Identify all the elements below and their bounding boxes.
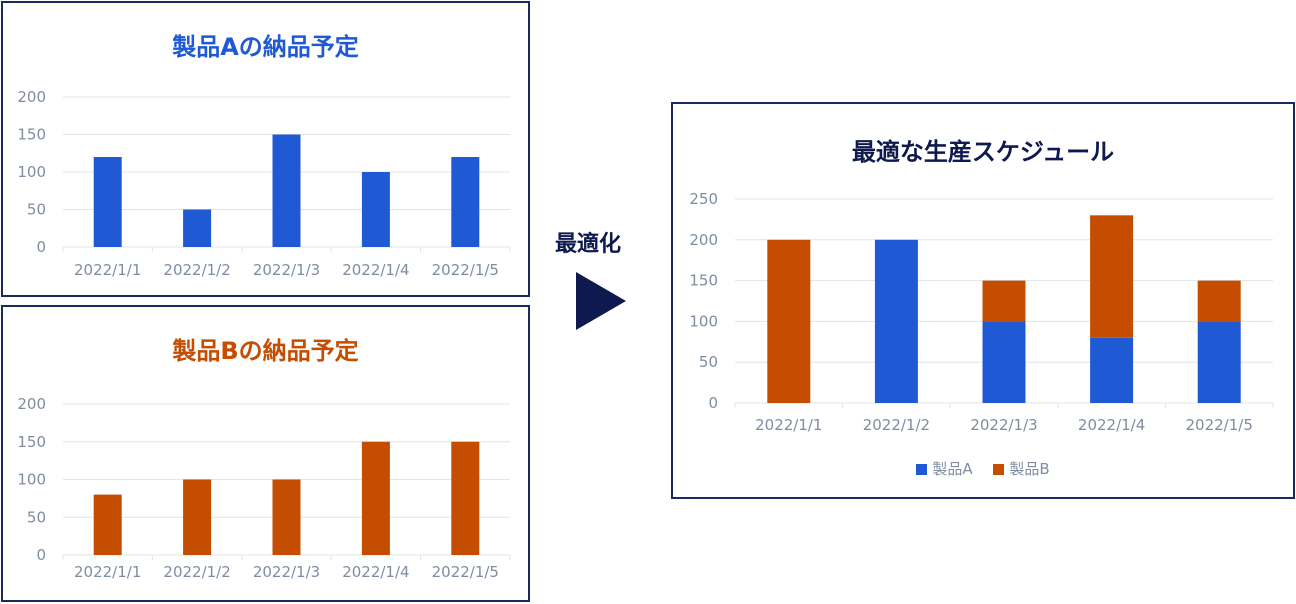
y-tick-label: 150 — [689, 272, 718, 290]
bar — [874, 239, 918, 403]
legend-label: 製品B — [1009, 460, 1050, 478]
y-tick-label: 0 — [36, 238, 46, 256]
x-tick-label: 2022/1/4 — [342, 563, 409, 581]
bar — [1090, 215, 1134, 338]
x-tick-label: 2022/1/1 — [74, 261, 141, 279]
x-tick-label: 2022/1/5 — [432, 563, 499, 581]
bar — [767, 239, 811, 403]
chart-panel-product-a: 製品Aの納品予定 0 50 100 150 200 2022/1/1 2022/1/2 202… — [1, 1, 530, 297]
play-triangle-icon — [576, 272, 626, 330]
x-tick-label: 2022/1/5 — [1186, 416, 1253, 434]
y-tick-label: 150 — [17, 126, 46, 144]
x-tick-label: 2022/1/4 — [1078, 416, 1145, 434]
bar — [982, 321, 1026, 403]
legend: 製品A 製品B — [673, 458, 1293, 479]
y-tick-label: 200 — [17, 88, 46, 106]
y-tick-label: 50 — [699, 353, 718, 371]
y-tick-label: 200 — [17, 395, 46, 413]
bar — [183, 479, 212, 555]
x-tick-label: 2022/1/2 — [163, 261, 230, 279]
y-tick-label: 100 — [17, 471, 46, 489]
y-tick-label: 100 — [17, 163, 46, 181]
bar — [451, 441, 480, 555]
chart-title: 製品Bの納品予定 — [172, 337, 359, 365]
bar — [1197, 280, 1241, 322]
x-tick-label: 2022/1/2 — [863, 416, 930, 434]
legend-swatch — [993, 464, 1005, 475]
chart-title: 最適な生産スケジュール — [851, 138, 1115, 166]
y-tick-label: 0 — [36, 546, 46, 564]
y-tick-label: 150 — [17, 433, 46, 451]
y-tick-label: 250 — [689, 190, 718, 208]
y-tick-label: 100 — [689, 312, 718, 330]
legend-item-product-a: 製品A — [916, 458, 973, 479]
x-tick-label: 2022/1/1 — [755, 416, 822, 434]
bar — [451, 157, 480, 247]
legend-swatch — [916, 464, 928, 475]
bar — [93, 494, 122, 555]
x-tick-label: 2022/1/2 — [163, 563, 230, 581]
x-tick-label: 2022/1/4 — [342, 261, 409, 279]
y-tick-label: 50 — [27, 201, 46, 219]
legend-item-product-b: 製品B — [993, 458, 1050, 479]
x-tick-label: 2022/1/3 — [253, 563, 320, 581]
bar — [183, 209, 212, 247]
bar — [361, 441, 390, 555]
chart-panel-product-b: 製品Bの納品予定 0 50 100 150 200 2022/1/1 2022/1/2 202… — [1, 305, 530, 602]
y-tick-label: 0 — [708, 394, 718, 412]
legend-label: 製品A — [932, 460, 973, 478]
x-tick-label: 2022/1/3 — [970, 416, 1037, 434]
bar — [1090, 337, 1134, 403]
y-tick-label: 50 — [27, 508, 46, 526]
bar — [272, 134, 301, 247]
chart-panel-optimal-schedule: 最適な生産スケジュール 0 50 100 150 200 250 2022/1/1 2022/… — [671, 102, 1295, 499]
bar — [361, 172, 390, 247]
bar — [93, 157, 122, 247]
bar — [272, 479, 301, 555]
x-tick-label: 2022/1/5 — [432, 261, 499, 279]
y-tick-label: 200 — [689, 231, 718, 249]
bar — [982, 280, 1026, 322]
chart-title: 製品Aの納品予定 — [172, 33, 359, 61]
x-tick-label: 2022/1/1 — [74, 563, 141, 581]
chart-plot-optimal-schedule: 0 50 100 150 200 250 2022/1/1 2022/1/2 2022/1/3 2… — [689, 190, 1274, 434]
chart-plot-product-b: 0 50 100 150 200 2022/1/1 2022/1/2 2022/1/3 2022… — [17, 395, 511, 581]
chart-plot-product-a: 0 50 100 150 200 2022/1/1 2022/1/2 2022/1/3 2022… — [17, 88, 511, 279]
bar — [1197, 321, 1241, 403]
optimize-label: 最適化 — [555, 232, 622, 257]
x-tick-label: 2022/1/3 — [253, 261, 320, 279]
